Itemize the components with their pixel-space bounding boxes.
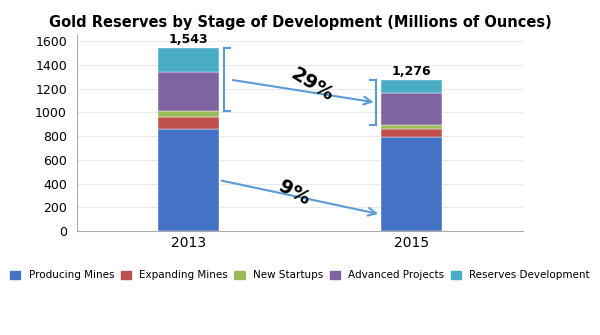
Bar [158,111,219,117]
Bar [158,48,219,72]
Bar [158,72,219,111]
Bar [381,137,442,231]
Text: 9%: 9% [275,177,313,209]
Bar [158,117,219,129]
Legend: Producing Mines, Expanding Mines, New Startups, Advanced Projects, Reserves Deve: Producing Mines, Expanding Mines, New St… [6,266,594,285]
Text: 1,543: 1,543 [169,33,208,46]
Bar [158,129,219,231]
Bar [381,93,442,126]
Text: 1,276: 1,276 [392,65,431,78]
Title: Gold Reserves by Stage of Development (Millions of Ounces): Gold Reserves by Stage of Development (M… [49,15,551,30]
Bar [381,129,442,137]
Text: 29%: 29% [287,65,337,106]
Bar [381,80,442,93]
Bar [381,126,442,129]
